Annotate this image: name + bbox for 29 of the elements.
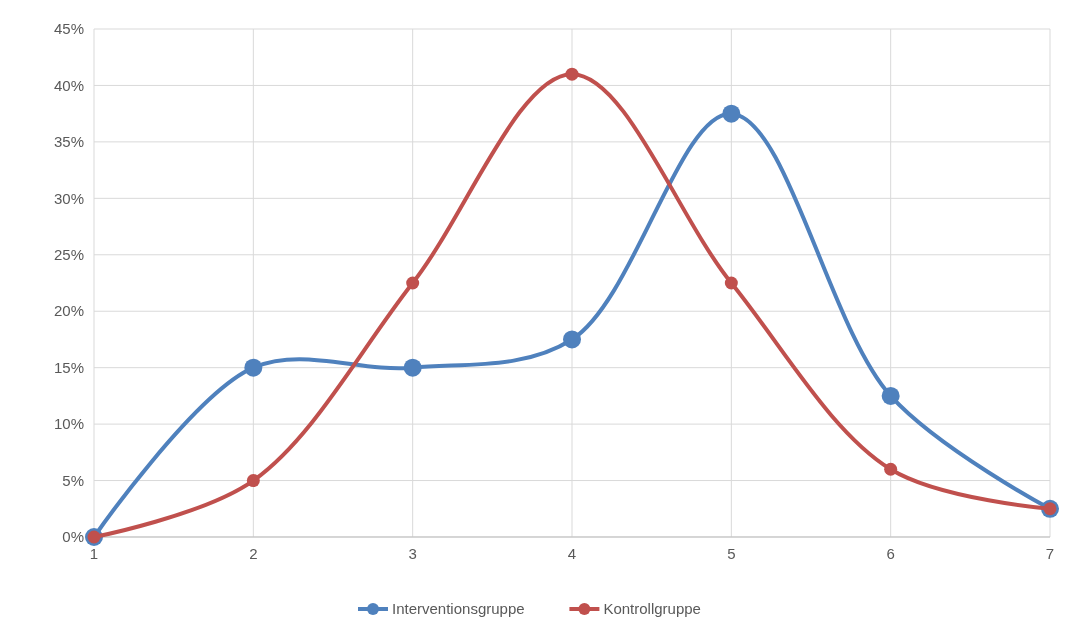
- point: [244, 358, 263, 377]
- point: [724, 276, 738, 290]
- y-tick-label: 0%: [62, 528, 84, 546]
- y-tick-label: 25%: [53, 246, 84, 264]
- y-tick-label: 5%: [62, 471, 84, 489]
- point: [881, 386, 900, 405]
- point: [246, 474, 260, 488]
- x-tick-label: 1: [89, 545, 99, 562]
- x-tick-label: 5: [727, 545, 736, 562]
- y-tick-label: 10%: [53, 415, 84, 433]
- y-tick-label: 20%: [53, 302, 84, 320]
- x-tick-label: 4: [567, 545, 577, 562]
- legend-label: Kontrollgruppe: [603, 600, 701, 618]
- point: [563, 330, 581, 349]
- point: [884, 462, 898, 476]
- y-tick-label: 35%: [53, 133, 84, 151]
- y-tick-label: 30%: [53, 189, 84, 207]
- x-tick-label: 2: [249, 545, 258, 562]
- y-tick-label: 40%: [53, 76, 84, 94]
- y-tick-label: 45%: [53, 20, 84, 38]
- x-tick-label: 3: [408, 545, 417, 562]
- x-tick-label: 6: [886, 545, 895, 562]
- point: [722, 104, 741, 123]
- legend-label: Interventionsgruppe: [392, 600, 525, 618]
- y-tick-label: 15%: [53, 358, 84, 376]
- x-tick-label: 7: [1045, 545, 1055, 562]
- point: [403, 358, 422, 377]
- point: [565, 67, 579, 81]
- point: [406, 276, 420, 290]
